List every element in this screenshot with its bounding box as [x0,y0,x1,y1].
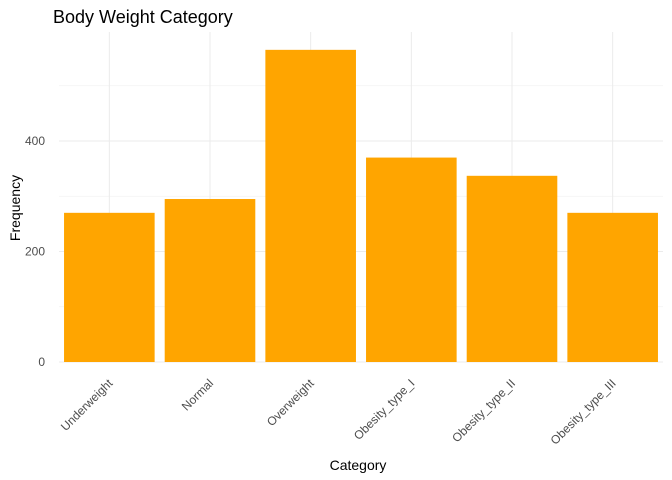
y-tick-label: 200 [25,245,45,259]
x-axis-ticks: Underweight Normal Overweight Obesity_type_… [58,376,619,448]
x-tick-label: Obesity_type_III [548,376,619,447]
bar-normal [164,199,256,362]
bar-underweight [64,212,155,362]
x-tick-label: Normal [179,376,216,413]
x-tick-label: Underweight [58,376,116,434]
x-axis-title: Category [330,457,387,473]
y-tick-label: 400 [25,134,45,148]
y-tick-label: 0 [38,355,45,369]
bar-overweight [265,49,356,363]
y-axis-ticks: 0 200 400 [25,134,45,369]
bar-obesity-type-ii [466,175,558,362]
y-axis-title: Frequency [7,175,23,241]
bar-obesity-type-i [366,157,457,362]
chart-title: Body Weight Category [53,7,233,27]
bars [64,49,658,363]
x-tick-label: Obesity_type_II [449,376,518,445]
x-tick-label: Overweight [264,376,317,429]
x-tick-label: Obesity_type_I [351,376,418,443]
bar-obesity-type-iii [567,212,658,362]
